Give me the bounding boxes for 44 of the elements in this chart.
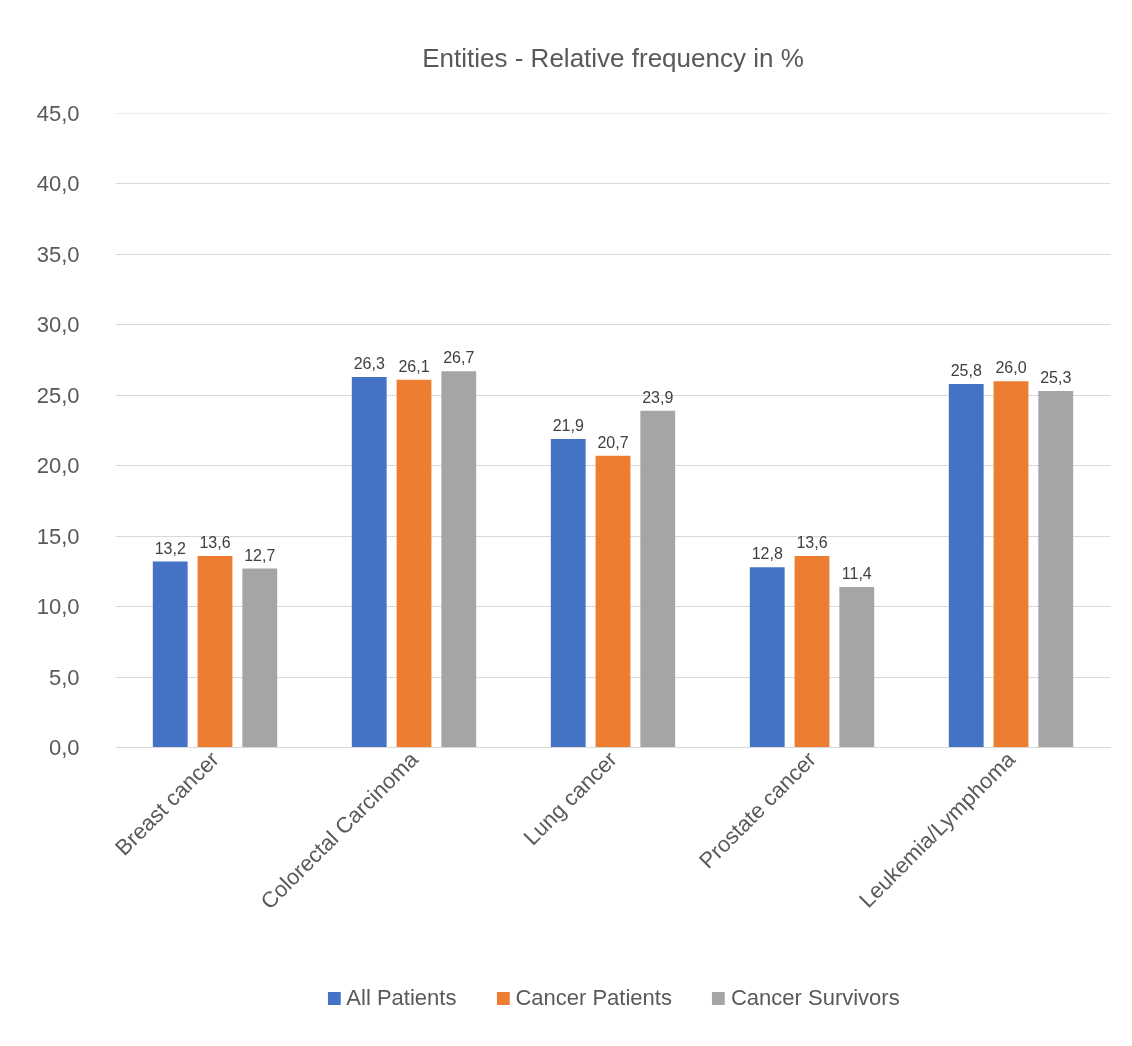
y-tick-label: 15,0	[36, 523, 80, 549]
data-label: 26,7	[443, 349, 475, 367]
data-label: 13,6	[796, 533, 828, 551]
bar	[396, 379, 432, 748]
data-label: 11,4	[841, 564, 872, 582]
data-label: 20,7	[597, 433, 629, 451]
bar	[595, 455, 631, 748]
chart-title: Entities - Relative frequency in %	[422, 43, 804, 73]
y-tick-label: 30,0	[36, 312, 80, 338]
y-tick-label: 10,0	[36, 594, 80, 620]
bar	[1038, 391, 1074, 748]
legend-label: Cancer Patients	[515, 985, 672, 1011]
y-tick-label: 45,0	[36, 101, 80, 126]
data-label: 13,2	[154, 539, 186, 557]
bar	[351, 376, 387, 748]
y-tick-label: 25,0	[36, 382, 80, 408]
data-label: 12,8	[751, 545, 783, 563]
bar	[993, 381, 1029, 748]
bar	[197, 555, 233, 748]
bar	[948, 384, 984, 748]
legend-label: All Patients	[346, 985, 457, 1011]
bar	[242, 568, 278, 748]
data-label: 26,3	[353, 354, 385, 372]
bar	[640, 410, 676, 748]
y-tick-label: 20,0	[36, 453, 80, 479]
data-label: 25,3	[1040, 369, 1072, 387]
bar	[794, 555, 830, 748]
bar	[839, 586, 875, 748]
bar	[550, 438, 586, 748]
y-tick-label: 5,0	[48, 664, 80, 690]
y-tick-label: 40,0	[36, 171, 80, 197]
bar	[749, 567, 785, 748]
data-label: 26,1	[398, 357, 430, 375]
data-label: 26,0	[995, 359, 1027, 377]
data-label: 25,8	[950, 362, 982, 380]
data-label: 13,6	[199, 533, 231, 551]
data-label: 21,9	[552, 416, 584, 434]
bar	[441, 371, 477, 748]
y-tick-label: 35,0	[36, 241, 80, 267]
bar	[152, 561, 188, 748]
legend-label: Cancer Survivors	[730, 985, 900, 1011]
data-label: 12,7	[244, 546, 276, 564]
y-tick-label: 0,0	[48, 735, 80, 760]
data-label: 23,9	[642, 388, 674, 406]
